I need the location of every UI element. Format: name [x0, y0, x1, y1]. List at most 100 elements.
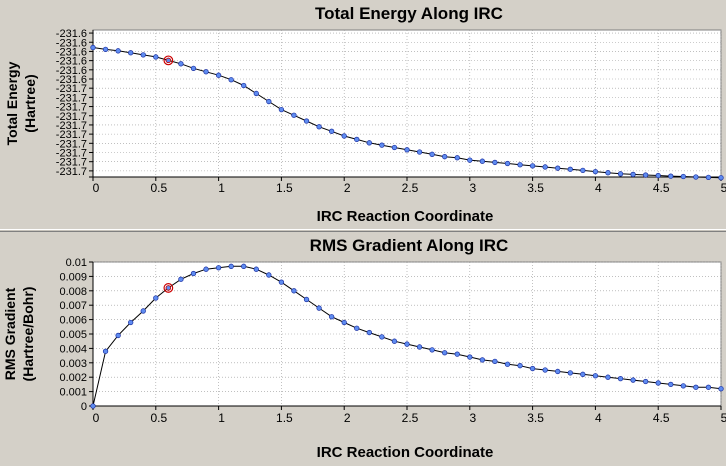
data-point: [404, 341, 410, 347]
y-tick-label: 0.005: [59, 329, 87, 341]
y-tick-label: -231.6: [56, 37, 87, 49]
data-point: [605, 170, 611, 176]
y-tick-label: -231.6: [56, 56, 87, 68]
data-point: [316, 305, 322, 311]
data-point: [492, 358, 498, 365]
data-point: [454, 351, 460, 357]
panel-divider[interactable]: [0, 229, 726, 232]
y-tick-label: -231.7: [56, 111, 87, 123]
y-tick-label: 0.006: [59, 315, 87, 327]
data-point: [303, 296, 310, 303]
x-tick-label: 4.5: [653, 181, 670, 195]
data-point: [642, 172, 649, 178]
data-point: [178, 61, 184, 67]
data-point: [153, 295, 159, 301]
data-point: [529, 365, 536, 372]
x-tick-label: 0.5: [150, 411, 167, 425]
data-point: [128, 319, 134, 326]
data-point: [203, 266, 209, 272]
data-point: [153, 54, 159, 60]
y-tick-label: -231.7: [56, 157, 87, 169]
x-tick-label: 3: [469, 411, 476, 425]
energy-chart: -231.6-231.6-231.6-231.6-231.6-231.6-231…: [4, 4, 726, 225]
data-point: [555, 368, 561, 375]
data-point: [479, 158, 486, 164]
x-tick-label: 0.5: [150, 181, 167, 195]
data-point: [655, 380, 661, 386]
x-tick-label: 1: [218, 411, 225, 425]
data-point: [680, 383, 686, 389]
highlighted-point-marker: [165, 57, 172, 64]
plot-area: [92, 29, 722, 178]
x-tick-label: 1: [218, 181, 225, 195]
y-tick-label: -231.7: [56, 83, 87, 95]
data-point: [391, 338, 398, 344]
x-tick-label: 3.5: [527, 181, 544, 195]
data-point: [542, 164, 548, 170]
data-point: [379, 142, 385, 148]
data-point: [140, 52, 146, 58]
y-tick-label: 0.004: [59, 343, 87, 355]
highlighted-point-marker: [165, 285, 172, 291]
data-point: [442, 154, 448, 160]
data-point: [442, 350, 448, 356]
data-point: [567, 370, 573, 376]
data-point: [90, 44, 96, 51]
x-tick-label: 1.5: [276, 181, 293, 195]
data-point: [278, 106, 285, 113]
data-point: [328, 128, 335, 134]
data-point: [580, 167, 586, 174]
data-point: [215, 265, 222, 271]
y-tick-label: 0.001: [59, 387, 87, 399]
data-point: [90, 403, 96, 409]
data-point: [718, 175, 724, 181]
data-point: [517, 162, 523, 168]
data-point: [253, 266, 259, 272]
data-point: [504, 160, 511, 167]
chart-title: RMS Gradient Along IRC: [310, 236, 509, 255]
data-point: [190, 270, 197, 277]
y-tick-label: -231.6: [56, 65, 87, 77]
data-point: [366, 140, 372, 146]
x-tick-label: 0: [93, 181, 100, 195]
data-point: [693, 384, 699, 390]
data-point: [404, 147, 410, 153]
data-point: [178, 276, 184, 282]
x-tick-label: 4: [595, 411, 602, 425]
data-point: [705, 174, 712, 181]
data-point: [203, 69, 209, 75]
y-tick-label: -231.7: [56, 166, 87, 178]
data-point: [718, 386, 724, 392]
y-axis-label-line-2: (Hartree/Bohr): [20, 287, 36, 382]
x-tick-label: 3: [469, 181, 476, 195]
data-point: [341, 319, 347, 326]
x-tick-label: 5: [721, 411, 726, 425]
highlighted-point: [163, 55, 174, 66]
y-tick-label: -231.7: [56, 102, 87, 114]
data-point: [316, 124, 322, 130]
y-tick-label: -231.7: [56, 120, 87, 132]
x-tick-label: 2: [344, 181, 351, 195]
data-point: [680, 173, 686, 180]
x-tick-label: 0: [93, 411, 100, 425]
data-point: [567, 166, 573, 172]
y-tick-label: 0.01: [66, 257, 87, 269]
data-point: [391, 144, 398, 151]
y-tick-label: 0.009: [59, 271, 87, 283]
data-point: [366, 329, 372, 336]
chart-title: Total Energy Along IRC: [315, 4, 503, 23]
y-tick-label: -231.7: [56, 129, 87, 141]
data-point: [416, 149, 423, 155]
y-axis-label-line-1: RMS Gradient: [2, 287, 18, 380]
x-tick-label: 2.5: [402, 181, 419, 195]
data-point: [517, 363, 523, 369]
y-tick-label: -231.6: [56, 28, 87, 40]
data-point: [580, 371, 586, 377]
data-point: [115, 48, 121, 54]
y-tick-label: -231.7: [56, 92, 87, 104]
data-point: [379, 334, 385, 340]
data-point: [291, 288, 297, 294]
data-point: [642, 378, 649, 385]
data-point: [228, 263, 234, 269]
data-point: [542, 367, 548, 373]
